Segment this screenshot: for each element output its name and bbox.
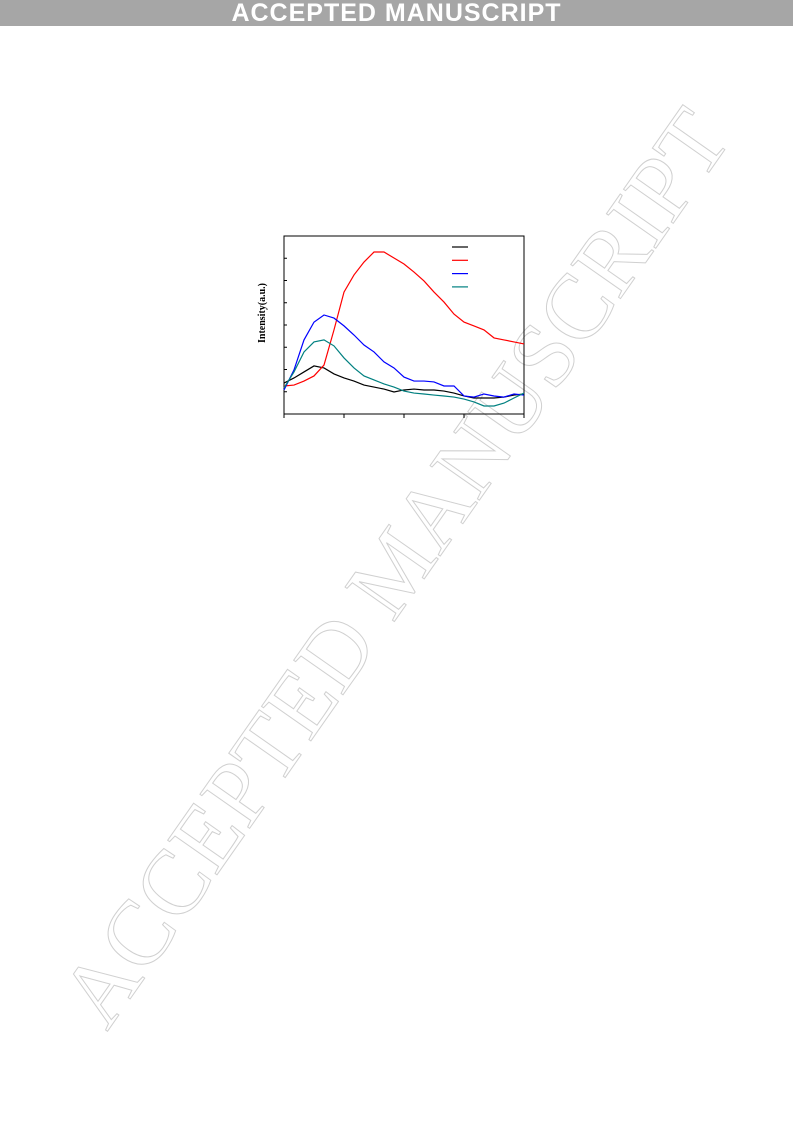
series-line xyxy=(283,251,525,387)
series-line xyxy=(283,314,525,398)
watermark: ACCEPTED MANUSCRIPT xyxy=(40,91,750,1044)
series-line xyxy=(283,365,525,399)
series-line xyxy=(283,339,525,407)
banner: ACCEPTED MANUSCRIPT xyxy=(0,0,793,27)
y-axis-label: Intensity(a.u.) xyxy=(257,283,268,343)
